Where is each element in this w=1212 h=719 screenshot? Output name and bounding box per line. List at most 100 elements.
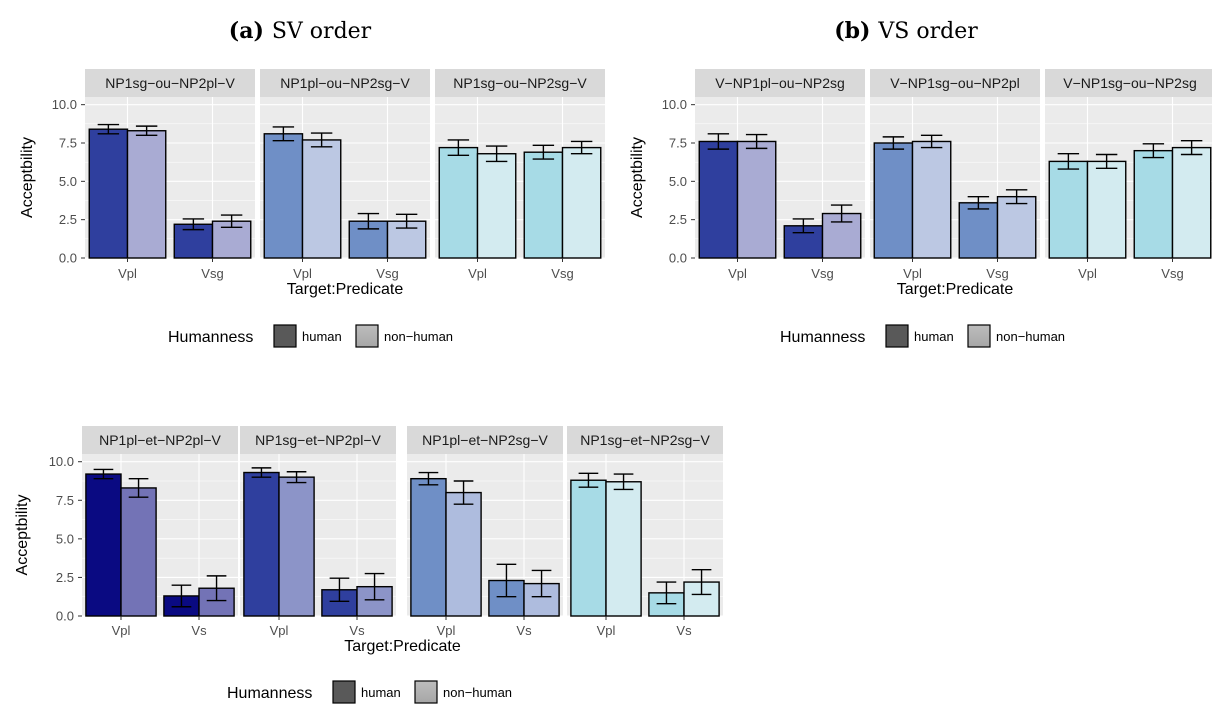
legend-key-nonhuman: [967, 324, 991, 348]
facet-panel: NP1sg−et−NP2pl−V Vpl Vs: [240, 426, 396, 638]
bar-nonhuman: [736, 140, 777, 259]
y-tick-label: 5.0: [56, 531, 74, 546]
x-tick-label: Vs: [516, 623, 532, 638]
error-bar: [882, 136, 905, 150]
error-bar: [920, 134, 943, 149]
error-bar: [220, 214, 243, 229]
x-tick-label: Vpl: [270, 623, 289, 638]
legend-label-human: human: [302, 329, 342, 344]
error-bar: [418, 471, 439, 486]
facet-strip: [82, 426, 238, 454]
captions: (a) SV order (b) VS order: [229, 18, 978, 44]
bar-human: [85, 473, 122, 617]
x-axis-title: Target:Predicate: [897, 281, 1014, 298]
error-bar: [578, 472, 599, 488]
facet-strip: [85, 69, 255, 97]
error-bar: [182, 218, 205, 231]
bar-human: [438, 146, 479, 259]
caption-text: VS order: [877, 19, 978, 44]
facet-strip: [567, 426, 723, 454]
facet-panel: V−NP1sg−ou−NP2pl Vpl Vsg: [870, 69, 1040, 281]
error-bar: [656, 581, 677, 605]
error-bar: [496, 563, 517, 598]
bar-nonhuman: [445, 491, 482, 617]
facet-panel: NP1sg−et−NP2sg−V Vpl Vs: [567, 426, 723, 638]
bar-nonhuman: [911, 140, 952, 259]
error-bar: [1142, 143, 1165, 159]
bar-nonhuman: [1171, 146, 1212, 259]
legend-label-human: human: [361, 685, 401, 700]
error-bar: [1057, 153, 1080, 170]
facet-strip: [435, 69, 605, 97]
facet-strip: [240, 426, 396, 454]
facet-panel: NP1sg−ou−NP2pl−V Vpl Vsg: [85, 69, 255, 281]
error-bar: [93, 468, 114, 480]
error-bar: [707, 133, 730, 150]
error-bar: [251, 467, 272, 478]
bar-nonhuman: [605, 481, 642, 617]
plots: 0.0 2.5 5.0 7.5 10.0 Acceptbility NP1sg−ou−NP2…: [14, 69, 1212, 704]
bar-human: [1133, 149, 1174, 259]
error-bar: [272, 126, 295, 142]
facet-strip-label: NP1sg−ou−NP2pl−V: [105, 75, 235, 91]
error-bar: [830, 204, 853, 223]
facet-strip: [870, 69, 1040, 97]
caption-text: SV order: [272, 19, 372, 44]
legend-key-nonhuman: [414, 680, 438, 704]
x-tick-label: Vpl: [728, 266, 747, 281]
error-bar: [967, 195, 990, 210]
bar-human: [243, 471, 280, 617]
legend: Humanness human non−human: [168, 324, 453, 348]
y-tick-label: 5.0: [59, 174, 77, 189]
facet-strip: [407, 426, 563, 454]
y-tick-label: 10.0: [52, 97, 77, 112]
bar-human: [88, 128, 129, 259]
facet-strip-label: NP1sg−et−NP2pl−V: [255, 432, 381, 448]
legend: Humanness human non−human: [780, 324, 1065, 348]
bar-nonhuman: [561, 146, 602, 259]
x-tick-label: Vsg: [1161, 266, 1183, 281]
error-bar: [745, 133, 768, 150]
error-bar: [357, 212, 380, 230]
bar-nonhuman: [120, 487, 157, 617]
x-tick-label: Vpl: [468, 266, 487, 281]
x-tick-label: Vpl: [597, 623, 616, 638]
y-tick-label: 7.5: [59, 136, 77, 151]
y-tick-label: 5.0: [669, 174, 687, 189]
chart-group-1: 0.0 2.5 5.0 7.5 10.0 Acceptbility V−NP1pl−ou−N…: [629, 69, 1212, 348]
error-bar: [1095, 153, 1118, 170]
facet-strip-label: NP1pl−ou−NP2sg−V: [280, 75, 410, 91]
bar-nonhuman: [278, 476, 315, 617]
y-tick-label: 0.0: [59, 251, 77, 266]
x-tick-label: Vpl: [903, 266, 922, 281]
x-tick-label: Vpl: [112, 623, 131, 638]
x-axis-title: Target:Predicate: [287, 281, 404, 298]
error-bar: [364, 572, 385, 601]
error-bar: [329, 577, 350, 603]
y-tick-label: 7.5: [669, 136, 687, 151]
y-tick-label: 7.5: [56, 493, 74, 508]
y-tick-label: 2.5: [59, 212, 77, 227]
y-axis-title: Acceptbility: [19, 137, 36, 218]
bar-human: [1048, 160, 1089, 259]
facet-panel: NP1pl−ou−NP2sg−V Vpl Vsg: [260, 69, 430, 281]
facet-panel: NP1pl−et−NP2sg−V Vpl Vs: [407, 426, 563, 638]
legend-title: Humanness: [227, 685, 312, 702]
facet-strip-label: V−NP1sg−ou−NP2pl: [890, 75, 1020, 91]
legend-title: Humanness: [780, 329, 865, 346]
bar-human: [523, 151, 564, 259]
bar-human: [873, 142, 914, 259]
facet-panel: V−NP1sg−ou−NP2sg Vpl Vsg: [1045, 69, 1212, 281]
error-bar: [447, 139, 470, 156]
facet-panel: NP1pl−et−NP2pl−V Vpl Vs: [82, 426, 238, 638]
facet-strip-label: V−NP1pl−ou−NP2sg: [715, 75, 845, 91]
error-bar: [206, 575, 227, 602]
error-bar: [171, 584, 192, 608]
error-bar: [453, 480, 474, 505]
caption-0: (a) SV order: [229, 18, 372, 44]
bar-human: [958, 202, 999, 259]
error-bar: [286, 471, 307, 484]
error-bar: [97, 123, 120, 135]
x-tick-label: Vsg: [376, 266, 398, 281]
